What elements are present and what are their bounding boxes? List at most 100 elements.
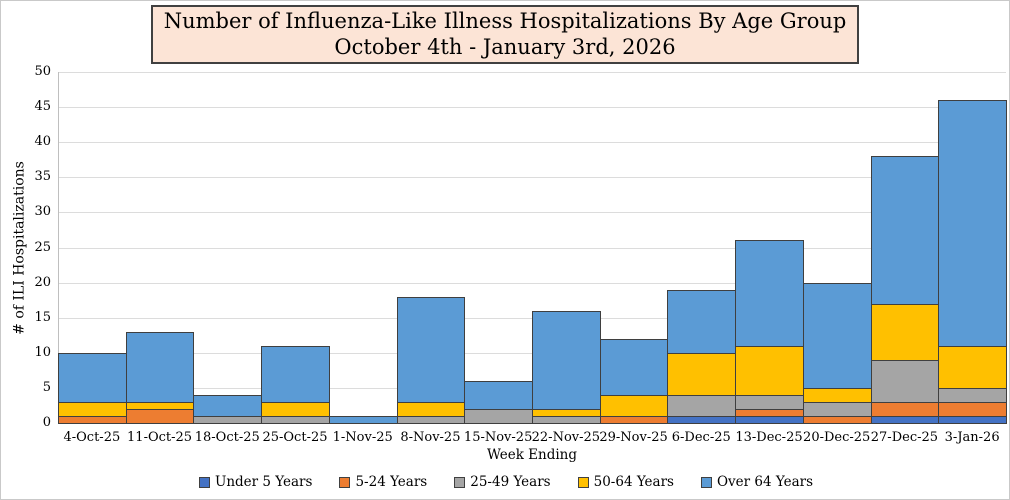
bar-segment-50-64-years[interactable] bbox=[735, 345, 804, 396]
y-tick-label: 15 bbox=[34, 309, 51, 325]
legend-label: 5-24 Years bbox=[355, 474, 428, 490]
bar-segment-25-49-years[interactable] bbox=[396, 415, 466, 424]
y-tick-label: 50 bbox=[34, 64, 51, 79]
gridline bbox=[58, 142, 1006, 144]
legend-marker bbox=[339, 476, 351, 488]
bar-segment-over-64-years[interactable] bbox=[261, 345, 330, 403]
bar-segment-50-64-years[interactable] bbox=[599, 394, 669, 417]
bar-segment-25-49-years[interactable] bbox=[261, 415, 330, 424]
legend-label: Under 5 Years bbox=[214, 474, 313, 490]
x-tick-label: 4-Oct-25 bbox=[63, 430, 121, 445]
bar-segment-over-64-years[interactable] bbox=[396, 296, 466, 403]
bar-segment-over-64-years[interactable] bbox=[464, 380, 533, 410]
x-tick-label: 29-Nov-25 bbox=[599, 430, 668, 445]
bar-segment-over-64-years[interactable] bbox=[735, 240, 804, 347]
bar-segment-under-5-years[interactable] bbox=[735, 415, 804, 424]
bar-segment-5-24-years[interactable] bbox=[870, 401, 940, 417]
gridline bbox=[58, 212, 1006, 214]
gridline bbox=[58, 107, 1006, 109]
legend-label: Over 64 Years bbox=[716, 474, 814, 490]
x-tick-label: 1-Nov-25 bbox=[332, 430, 393, 445]
bar-segment-25-49-years[interactable] bbox=[802, 401, 872, 417]
y-axis-title: # of ILI Hospitalizations bbox=[11, 161, 28, 335]
legend: Under 5 Years 5-24 Years 25-49 Years 50-64 … bbox=[1, 474, 1009, 490]
bar-segment-50-64-years[interactable] bbox=[802, 387, 872, 403]
x-tick-label: 22-Nov-25 bbox=[531, 430, 601, 445]
y-tick-label: 5 bbox=[42, 379, 51, 395]
bar-segment-over-64-years[interactable] bbox=[599, 338, 669, 396]
chart-title-line2: October 4th - January 3rd, 2026 bbox=[334, 35, 676, 59]
bar-segment-over-64-years[interactable] bbox=[532, 310, 601, 410]
bar-segment-50-64-years[interactable] bbox=[870, 303, 940, 361]
legend-marker bbox=[700, 476, 712, 488]
legend-label: 50-64 Years bbox=[593, 474, 674, 490]
bar-segment-over-64-years[interactable] bbox=[667, 289, 737, 354]
y-tick-label: 0 bbox=[42, 415, 51, 430]
bar-segment-50-64-years[interactable] bbox=[261, 401, 330, 417]
x-tick-label: 13-Dec-25 bbox=[735, 430, 803, 445]
bar-segment-50-64-years[interactable] bbox=[396, 401, 466, 417]
x-tick-label: 6-Dec-25 bbox=[671, 430, 731, 445]
y-tick-label: 30 bbox=[34, 204, 51, 220]
y-axis-line bbox=[58, 72, 59, 423]
gridline bbox=[58, 282, 1006, 284]
y-tick-label: 20 bbox=[34, 274, 51, 290]
gridline bbox=[58, 177, 1006, 179]
bar-segment-50-64-years[interactable] bbox=[58, 401, 127, 417]
legend-item-5-24-years[interactable]: 5-24 Years bbox=[339, 474, 427, 490]
bar-segment-25-49-years[interactable] bbox=[735, 394, 804, 410]
x-tick-label: 25-Oct-25 bbox=[262, 430, 328, 445]
x-tick-label: 18-Oct-25 bbox=[194, 430, 260, 445]
bar-segment-50-64-years[interactable] bbox=[125, 401, 195, 410]
legend-item-over-64-years[interactable]: Over 64 Years bbox=[700, 474, 814, 490]
bar-segment-25-49-years[interactable] bbox=[938, 387, 1007, 403]
legend-marker bbox=[454, 476, 466, 488]
bar-segment-5-24-years[interactable] bbox=[735, 408, 804, 417]
bar-segment-over-64-years[interactable] bbox=[870, 156, 940, 305]
bar-segment-over-64-years[interactable] bbox=[328, 415, 398, 424]
bar-segment-25-49-years[interactable] bbox=[870, 359, 940, 403]
bar-segment-over-64-years[interactable] bbox=[802, 282, 872, 389]
bar-segment-50-64-years[interactable] bbox=[532, 408, 601, 417]
legend-item-25-49-years[interactable]: 25-49 Years bbox=[454, 474, 551, 490]
bar-segment-25-49-years[interactable] bbox=[667, 394, 737, 417]
chart-title[interactable]: Number of Influenza-Like Illness Hospita… bbox=[151, 5, 859, 64]
legend-item-50-64-years[interactable]: 50-64 Years bbox=[577, 474, 674, 490]
legend-item-under-5-years[interactable]: Under 5 Years bbox=[198, 474, 313, 490]
bar-segment-over-64-years[interactable] bbox=[938, 100, 1007, 347]
y-tick-label: 25 bbox=[34, 239, 51, 255]
bar-segment-over-64-years[interactable] bbox=[193, 394, 263, 417]
x-tick-label: 27-Dec-25 bbox=[870, 430, 939, 445]
gridline bbox=[58, 72, 1006, 73]
bar-segment-5-24-years[interactable] bbox=[802, 415, 872, 424]
bar-segment-25-49-years[interactable] bbox=[193, 415, 263, 424]
y-tick-label: 40 bbox=[34, 134, 51, 150]
bar-segment-under-5-years[interactable] bbox=[870, 415, 940, 424]
bar-segment-under-5-years[interactable] bbox=[667, 415, 737, 424]
bar-segment-over-64-years[interactable] bbox=[125, 331, 195, 403]
bar-segment-under-5-years[interactable] bbox=[938, 415, 1007, 424]
x-tick-label: 11-Oct-25 bbox=[127, 430, 193, 445]
bar-segment-5-24-years[interactable] bbox=[58, 415, 127, 424]
x-axis-title: Week Ending bbox=[486, 447, 578, 463]
y-tick-label: 35 bbox=[34, 169, 51, 185]
bar-segment-50-64-years[interactable] bbox=[938, 345, 1007, 389]
legend-label: 25-49 Years bbox=[470, 474, 551, 490]
y-tick-label: 10 bbox=[34, 344, 51, 360]
y-tick-label: 45 bbox=[34, 99, 51, 115]
legend-marker bbox=[198, 476, 210, 488]
bar-segment-50-64-years[interactable] bbox=[667, 352, 737, 396]
bar-segment-25-49-years[interactable] bbox=[532, 415, 601, 424]
bar-segment-25-49-years[interactable] bbox=[464, 408, 533, 424]
x-tick-label: 3-Jan-26 bbox=[944, 430, 1000, 445]
bar-segment-5-24-years[interactable] bbox=[938, 401, 1007, 417]
bar-segment-over-64-years[interactable] bbox=[58, 352, 127, 403]
bar-segment-5-24-years[interactable] bbox=[599, 415, 669, 424]
x-tick-label: 8-Nov-25 bbox=[400, 430, 461, 445]
bar-segment-5-24-years[interactable] bbox=[125, 408, 195, 424]
x-tick-label: 15-Nov-25 bbox=[463, 430, 533, 445]
gridline bbox=[58, 247, 1006, 249]
chart-title-line1: Number of Influenza-Like Illness Hospita… bbox=[163, 9, 847, 33]
